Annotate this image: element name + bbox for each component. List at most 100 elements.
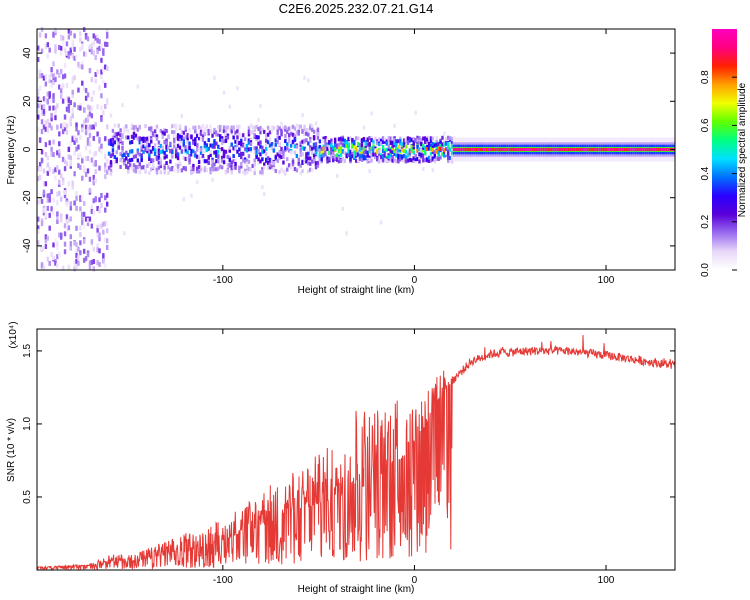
- spectrogram-cell: [341, 206, 345, 211]
- spectrogram-cell: [247, 129, 251, 134]
- spectrogram-cell: [278, 154, 281, 159]
- spectrogram-cell: [318, 157, 322, 162]
- spectrogram-cell: [125, 150, 128, 155]
- spectrogram-cell: [305, 127, 308, 132]
- spectrogram-cell: [115, 132, 118, 137]
- spectrogram-cell: [92, 180, 95, 186]
- spectrogram-cell: [280, 150, 283, 155]
- spectrogram-cell: [410, 158, 414, 163]
- spectrogram-cell: [42, 168, 46, 174]
- spectrogram-cell: [207, 138, 210, 143]
- spectrogram-cell: [263, 162, 266, 167]
- spectrogram-cell: [284, 125, 287, 130]
- spectrogram-cell: [287, 133, 291, 138]
- spectrogram-cell: [355, 158, 358, 163]
- spectrogram-cell: [309, 167, 312, 172]
- spectrogram-y-tick-label: 40: [22, 47, 33, 59]
- spectrogram-cell: [58, 251, 61, 257]
- spectrogram-cell: [502, 148, 505, 151]
- spectrogram-cell: [219, 149, 222, 154]
- spectrogram-cell: [255, 124, 258, 129]
- spectrogram-cell: [226, 154, 230, 159]
- spectrogram-cell: [282, 151, 285, 156]
- spectrogram-cell: [247, 147, 251, 152]
- spectrogram-cell: [73, 102, 76, 108]
- spectrogram-cell: [86, 217, 90, 223]
- spectrogram-cell: [186, 140, 189, 145]
- spectrogram-cell: [105, 192, 109, 198]
- spectrogram-cell: [90, 96, 94, 102]
- snr-frame: [36, 328, 676, 571]
- spectrogram-cell: [40, 218, 44, 224]
- spectrogram-cell: [314, 151, 318, 156]
- spectrogram-cell: [425, 147, 429, 152]
- spectrogram-cell: [374, 148, 377, 153]
- spectrogram-cell: [370, 158, 373, 163]
- spectrogram-cell: [127, 158, 130, 163]
- spectrogram-cell: [337, 144, 341, 149]
- spectrogram-cell: [73, 260, 76, 266]
- spectrogram-cell: [71, 113, 74, 119]
- spectrogram-cell: [301, 169, 304, 174]
- colorbar-label: Normalized spectral amplitude: [737, 82, 748, 217]
- spectrogram-cell: [240, 134, 243, 139]
- spectrogram-cell: [447, 151, 450, 156]
- spectrogram-cell: [75, 195, 78, 201]
- spectrogram-cell: [366, 137, 369, 142]
- spectrogram-cell: [447, 141, 450, 146]
- spectrogram-cell: [619, 148, 622, 151]
- spectrogram-cell: [274, 169, 277, 174]
- spectrogram-cell: [322, 146, 325, 151]
- spectrogram-cell: [96, 131, 99, 137]
- spectrogram-cell: [661, 148, 665, 151]
- spectrogram-cell: [92, 40, 95, 46]
- spectrogram-cell: [71, 107, 74, 113]
- spectrogram-cell: [113, 155, 117, 160]
- spectrogram-cell: [648, 148, 651, 151]
- spectrogram-cell: [86, 168, 90, 174]
- spectrogram-cell: [184, 167, 187, 172]
- spectrogram-cell: [310, 150, 314, 155]
- spectrogram-cell: [65, 41, 69, 47]
- spectrogram-cell: [324, 156, 327, 161]
- spectrogram-cell: [54, 77, 57, 83]
- spectrogram-cell: [96, 38, 99, 44]
- spectrogram-cell: [253, 126, 256, 131]
- spectrogram-cell: [420, 141, 423, 146]
- spectrogram-cell: [207, 155, 210, 160]
- spectrogram-y-tick-label: -20: [22, 190, 33, 205]
- spectrogram-cell: [404, 144, 408, 149]
- spectrogram-cell: [98, 232, 101, 238]
- spectrogram-cell: [92, 198, 95, 204]
- spectrogram-cell: [236, 139, 239, 144]
- spectrogram-cell: [431, 147, 435, 152]
- spectrogram-cell: [174, 126, 178, 131]
- spectrogram-cell: [123, 129, 126, 134]
- spectrogram-cell: [121, 141, 124, 146]
- spectrogram-cell: [104, 103, 107, 109]
- spectrogram-cell: [644, 148, 647, 151]
- spectrogram-cell: [75, 191, 78, 197]
- spectrogram-cell: [508, 148, 511, 151]
- spectrogram-cell: [220, 165, 224, 170]
- spectrogram-cell: [100, 105, 103, 111]
- spectrogram-cell: [77, 144, 80, 150]
- spectrogram-cell: [142, 150, 145, 155]
- spectrogram-cell: [410, 147, 414, 152]
- spectrogram-cell: [581, 148, 584, 151]
- spectrogram-cell: [335, 157, 339, 162]
- spectrogram-cell: [646, 148, 649, 151]
- spectrogram-cell: [243, 157, 247, 162]
- spectrogram-cell: [295, 130, 299, 135]
- spectrogram-cell: [188, 153, 191, 158]
- spectrogram-cell: [387, 155, 391, 160]
- spectrogram-cell: [52, 61, 55, 67]
- spectrogram-cell: [104, 154, 107, 160]
- spectrogram-cell: [270, 125, 274, 130]
- spectrogram-cell: [100, 223, 103, 229]
- spectrogram-cell: [251, 130, 254, 135]
- spectrogram-cell: [389, 149, 392, 154]
- spectrogram-cell: [263, 192, 266, 197]
- spectrogram-cell: [314, 161, 318, 166]
- spectrogram-cell: [38, 137, 42, 143]
